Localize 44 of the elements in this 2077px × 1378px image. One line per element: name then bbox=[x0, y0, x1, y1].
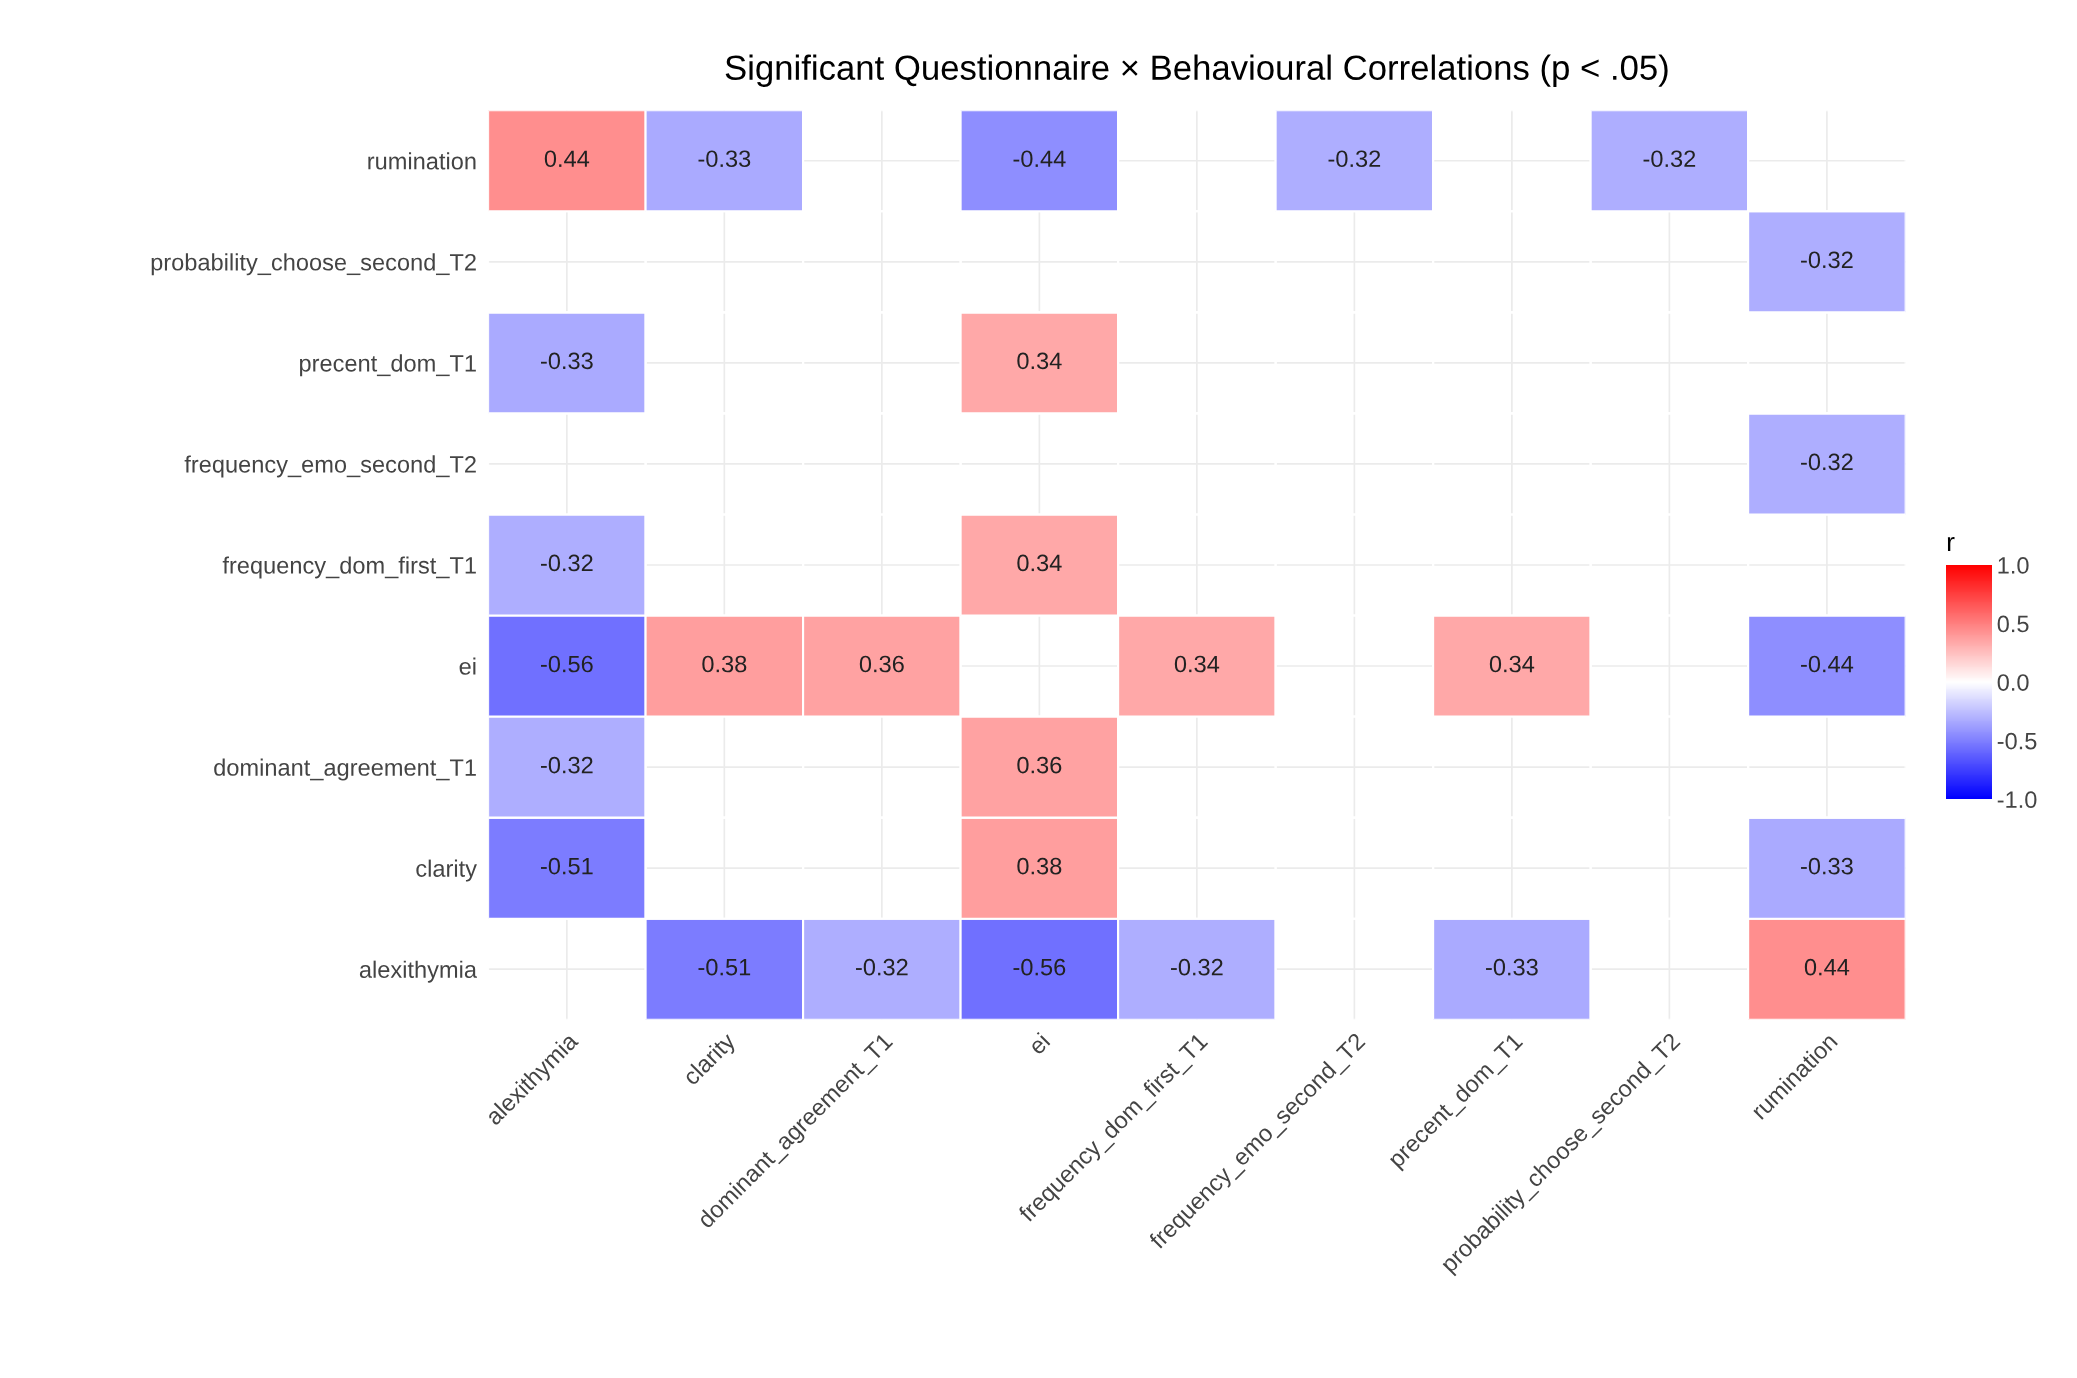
color-bar-label: 0.0 bbox=[1997, 674, 2029, 691]
color-bar-label: -0.5 bbox=[1997, 732, 2037, 750]
data-label: -0.51 bbox=[540, 857, 593, 875]
data-label: 0.36 bbox=[1017, 756, 1062, 774]
chart-title: Significant Questionnaire × Behavioural Correlations (p < .05) bbox=[725, 54, 1668, 87]
data-label: -0.32 bbox=[1171, 958, 1223, 976]
data-label: -0.33 bbox=[1486, 958, 1538, 976]
data-label: 0.38 bbox=[1017, 857, 1062, 875]
y-tick-label: clarity bbox=[416, 859, 477, 882]
data-label: -0.33 bbox=[1801, 857, 1853, 875]
y-tick-label: dominant_agreement_T1 bbox=[214, 758, 476, 781]
data-label: -0.56 bbox=[1013, 958, 1066, 976]
data-label: -0.32 bbox=[1328, 150, 1381, 168]
data-label: -0.32 bbox=[1801, 251, 1853, 269]
data-label: 0.34 bbox=[1489, 655, 1535, 673]
color-bar-title: r bbox=[1947, 536, 1955, 552]
data-label: -0.33 bbox=[698, 150, 751, 168]
y-tick-label: frequency_emo_second_T2 bbox=[184, 455, 476, 478]
data-label: -0.44 bbox=[1801, 655, 1854, 673]
y-tick-label: rumination bbox=[368, 152, 476, 170]
color-bar-label: 1.0 bbox=[1998, 557, 2029, 574]
data-label: 0.44 bbox=[544, 150, 590, 168]
data-label: -0.44 bbox=[1013, 150, 1066, 168]
data-label: -0.32 bbox=[540, 756, 593, 774]
y-tick-label: ei bbox=[459, 657, 476, 675]
color-bar-label: -1.0 bbox=[1997, 791, 2037, 809]
data-label: -0.56 bbox=[540, 655, 593, 673]
data-label: 0.44 bbox=[1804, 958, 1850, 976]
data-label: 0.38 bbox=[702, 655, 747, 673]
data-label: -0.32 bbox=[1643, 150, 1696, 168]
data-label: -0.51 bbox=[698, 958, 751, 976]
y-tick-label: probability_choose_second_T2 bbox=[151, 253, 476, 276]
y-tick-label: alexithymia bbox=[359, 960, 477, 983]
data-label: -0.32 bbox=[540, 554, 593, 572]
data-label: -0.33 bbox=[540, 352, 593, 370]
data-label: 0.36 bbox=[859, 655, 904, 673]
data-label: 0.34 bbox=[1174, 655, 1220, 673]
y-tick-label: frequency_dom_first_T1 bbox=[222, 556, 476, 579]
data-label: 0.34 bbox=[1017, 352, 1062, 370]
data-label: -0.32 bbox=[856, 958, 908, 976]
data-label: 0.34 bbox=[1017, 554, 1062, 572]
y-tick-label: precent_dom_T1 bbox=[300, 354, 476, 377]
color-bar-label: 0.5 bbox=[1997, 615, 2029, 633]
data-label: -0.32 bbox=[1801, 453, 1853, 471]
